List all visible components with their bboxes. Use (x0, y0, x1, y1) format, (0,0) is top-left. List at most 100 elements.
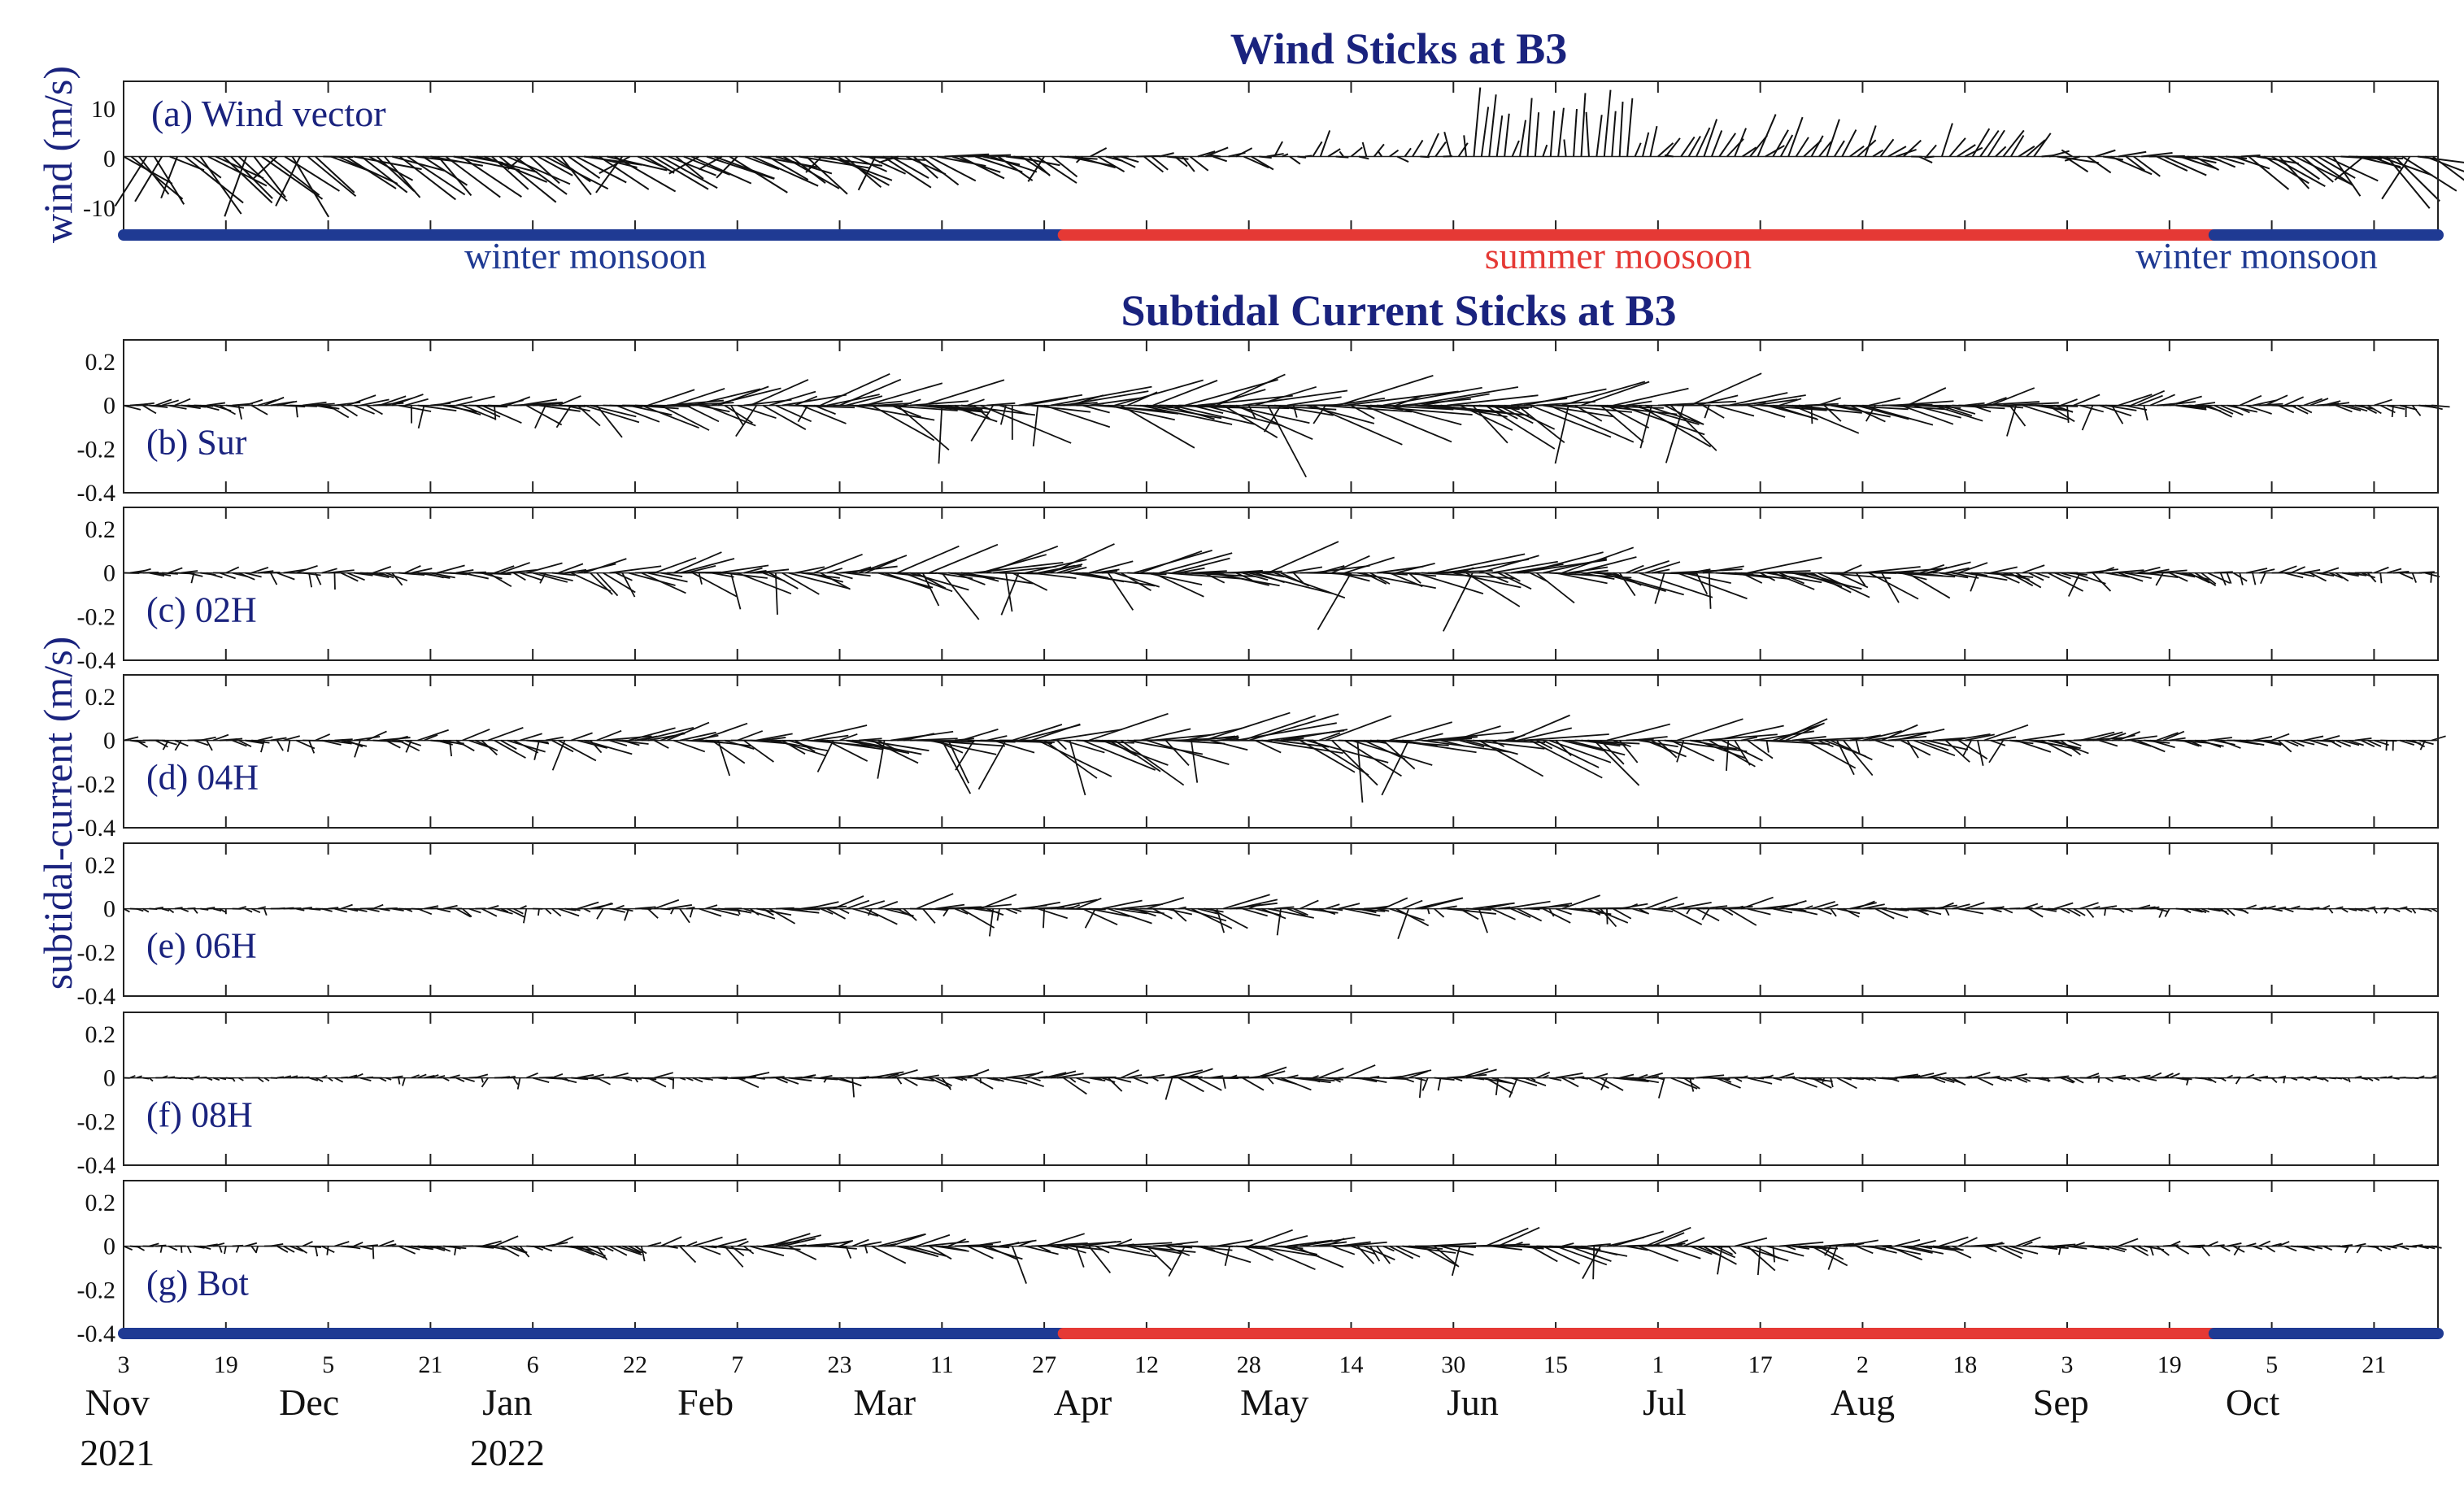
current-stick (1127, 1074, 1143, 1079)
current-stick (801, 404, 847, 424)
current-stick (2271, 733, 2290, 742)
current-stick (245, 398, 263, 407)
wind-stick (652, 155, 709, 190)
current-stick (1990, 566, 2018, 574)
current-stick (1248, 903, 1261, 910)
current-stick (1440, 404, 1508, 418)
current-stick (2099, 567, 2115, 574)
current-stick (123, 736, 139, 742)
current-stick (1338, 572, 1370, 582)
current-stick (2252, 1245, 2263, 1251)
current-stick (1836, 572, 1869, 589)
current-stick (1970, 404, 1992, 413)
current-stick (1069, 394, 1104, 407)
current-stick (2118, 1077, 2126, 1081)
current-stick (1050, 729, 1122, 742)
current-stick (1894, 400, 1954, 407)
current-stick (1568, 1077, 1575, 1081)
current-stick (207, 907, 215, 910)
wind-stick (1173, 155, 1188, 168)
current-stick (2022, 1241, 2033, 1247)
current-stick (2329, 402, 2350, 407)
current-stick (1676, 740, 1685, 763)
current-stick (1356, 740, 1364, 803)
current-stick (1907, 387, 1947, 407)
current-stick (161, 739, 177, 746)
current-stick (2361, 404, 2378, 415)
current-stick (941, 572, 980, 620)
wind-stick (1312, 141, 1323, 158)
current-stick (1274, 906, 1295, 910)
current-stick (1089, 397, 1142, 407)
current-stick (1319, 404, 1413, 413)
current-stick (628, 404, 673, 416)
current-stick (814, 905, 847, 910)
current-stick (609, 565, 662, 574)
wind-stick (1818, 141, 1832, 158)
current-stick (2162, 401, 2196, 407)
current-stick (2296, 739, 2315, 746)
current-stick (219, 907, 226, 913)
current-stick (1996, 736, 2017, 742)
current-panel-frame (123, 1012, 2439, 1166)
current-stick (1088, 1077, 1106, 1082)
wind-stick (1964, 146, 1983, 158)
current-stick (2169, 395, 2202, 407)
current-stick (328, 739, 352, 745)
current-stick (577, 1073, 594, 1079)
current-stick (903, 398, 921, 407)
current-stick (909, 400, 969, 407)
current-stick (507, 568, 537, 574)
wind-stick (959, 155, 1005, 180)
current-stick (1485, 903, 1509, 910)
x-month-label: Sep (2033, 1381, 2089, 1423)
wind-stick (2332, 155, 2362, 197)
current-stick (712, 1245, 751, 1251)
current-ylabel: subtidal-current (m/s) (35, 637, 81, 990)
current-stick (2162, 1072, 2174, 1079)
current-stick (1957, 739, 1988, 760)
current-stick (555, 405, 572, 429)
current-stick (507, 396, 531, 407)
current-stick (583, 1245, 607, 1257)
current-stick (1504, 572, 1521, 582)
current-stick (537, 908, 540, 916)
current-stick (2149, 739, 2175, 749)
wind-stick (2061, 149, 2073, 158)
current-stick (1510, 563, 1564, 574)
current-stick (1619, 1073, 1635, 1079)
current-stick (2309, 739, 2329, 747)
current-stick (1900, 1245, 1933, 1254)
current-stick (411, 568, 433, 574)
current-stick (2252, 572, 2257, 585)
current-stick (1101, 899, 1143, 910)
current-stick (1804, 739, 1857, 769)
current-stick (2182, 907, 2192, 914)
current-stick (941, 1077, 952, 1090)
current-stick (206, 572, 223, 579)
current-stick (2053, 739, 2089, 755)
current-stick (2341, 739, 2360, 746)
current-stick (187, 1077, 194, 1081)
wind-stick (1611, 111, 1617, 157)
current-stick (315, 733, 331, 742)
wind-stick (1903, 139, 1922, 158)
current-stick (1076, 572, 1125, 583)
current-stick (1715, 724, 1784, 742)
current-stick (2425, 404, 2443, 411)
current-stick (1299, 1077, 1335, 1082)
current-stick (896, 545, 960, 574)
current-stick (398, 404, 432, 412)
current-stick (1773, 572, 1815, 590)
current-stick (2156, 732, 2179, 742)
current-stick (1369, 1246, 1381, 1262)
x-month-label: Aug (1831, 1381, 1895, 1423)
current-stick (1497, 404, 1534, 424)
current-stick (916, 893, 954, 910)
current-ytick-label: 0 (103, 728, 115, 755)
current-stick (1970, 572, 1979, 592)
x-month-label: Mar (853, 1381, 916, 1423)
wind-stick (1618, 101, 1624, 157)
current-stick (328, 569, 355, 574)
current-stick (1766, 1074, 1774, 1079)
